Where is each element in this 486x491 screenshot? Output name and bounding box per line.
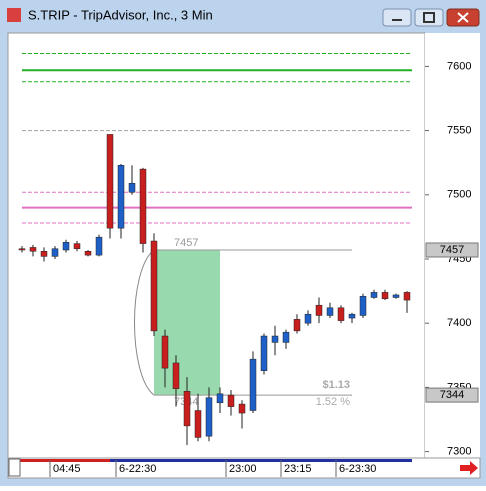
measure-label: 7457 <box>174 237 198 249</box>
candle-body <box>249 358 257 411</box>
price-tag <box>425 242 479 258</box>
candle-body <box>128 182 136 193</box>
minimize-button[interactable] <box>382 8 412 27</box>
candle-body <box>106 134 114 229</box>
candle-body <box>62 242 70 251</box>
candle-body <box>205 397 213 437</box>
candle-body <box>337 307 345 321</box>
candle-body <box>194 410 202 438</box>
y-tick-label: 7600 <box>447 60 471 72</box>
candle-body <box>260 335 268 371</box>
candle-body <box>172 362 180 389</box>
y-tick-label: 7300 <box>447 445 471 457</box>
price-tag-label: 7344 <box>440 389 464 401</box>
y-tick-label: 7500 <box>447 189 471 201</box>
candle-body <box>315 304 323 316</box>
candle-body <box>392 294 400 298</box>
session-bar <box>20 459 110 462</box>
candle-body <box>370 292 378 298</box>
x-tick-label: 6-22:30 <box>119 463 156 475</box>
candle-body <box>139 168 147 244</box>
candle-body <box>216 393 224 404</box>
candle-body <box>227 394 235 407</box>
session-bar <box>110 459 412 462</box>
candle-body <box>84 251 92 256</box>
measure-change: $1.13 <box>322 379 350 391</box>
candle-body <box>161 335 169 369</box>
maximize-button[interactable] <box>414 8 444 27</box>
x-axis-area <box>7 457 481 479</box>
candle-body <box>73 243 81 249</box>
price-tag-label: 7457 <box>440 244 464 256</box>
candle-body <box>29 247 37 252</box>
candle-body <box>18 248 26 251</box>
x-tick-label: 23:00 <box>229 463 257 475</box>
candle-body <box>238 403 246 414</box>
x-tick-label: 23:15 <box>284 463 312 475</box>
candle-body <box>117 165 125 229</box>
maximize-icon <box>423 12 435 23</box>
candle-body <box>95 236 103 256</box>
x-tick-label: 6-23:30 <box>339 463 376 475</box>
candle-body <box>359 295 367 316</box>
y-tick-label: 7400 <box>447 317 471 329</box>
candle-body <box>282 331 290 343</box>
candle-body <box>304 313 312 324</box>
close-icon <box>457 12 469 23</box>
candle-body <box>40 251 48 257</box>
candle-body <box>271 335 279 343</box>
candle-body <box>348 313 356 319</box>
candle-body <box>293 319 301 332</box>
x-tick-label: 04:45 <box>53 463 81 475</box>
measure-box <box>154 249 220 396</box>
measure-percent: 1.52 % <box>316 396 350 408</box>
candle-body <box>150 240 158 332</box>
candle-body <box>403 292 411 301</box>
window-title: S.TRIP - TripAdvisor, Inc., 3 Min <box>28 7 213 22</box>
scroll-box[interactable] <box>8 458 21 477</box>
price-tag <box>425 387 479 403</box>
candle-body <box>326 307 334 316</box>
candle-body <box>51 248 59 257</box>
window-icon <box>7 8 21 22</box>
y-tick-label: 7550 <box>447 124 471 136</box>
candle-body <box>381 292 389 300</box>
scroll-arrow[interactable] <box>460 461 478 475</box>
candle-body <box>183 390 191 427</box>
measure-arc <box>134 249 155 396</box>
